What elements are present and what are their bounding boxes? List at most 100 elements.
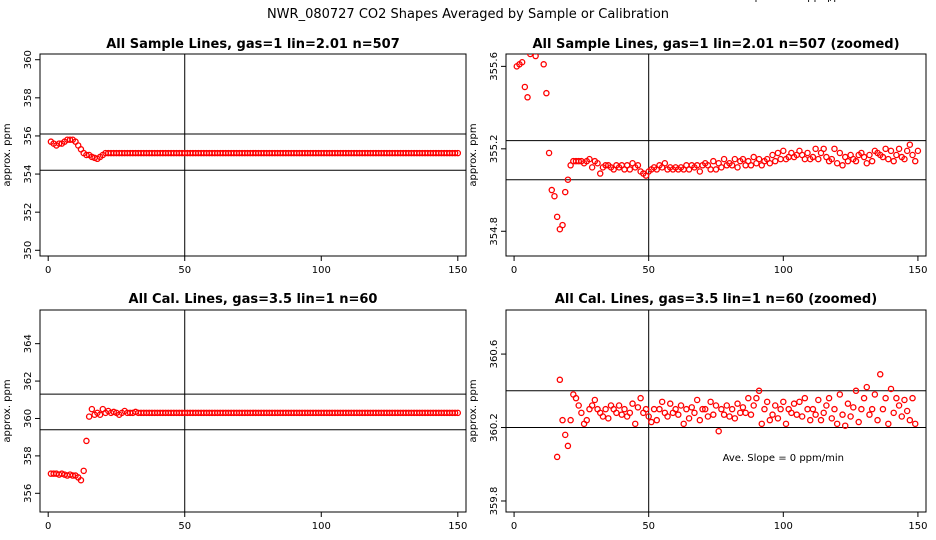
chart-panel-4: All Cal. Lines, gas=3.5 lin=1 n=60 (zoom…	[468, 292, 927, 532]
data-point	[895, 402, 903, 409]
data-point	[578, 409, 585, 417]
data-point	[747, 411, 755, 418]
data-point	[645, 413, 652, 420]
data-point	[868, 157, 876, 165]
data-point	[906, 416, 914, 424]
plot-frame	[39, 53, 467, 257]
data-point	[887, 147, 895, 155]
data-point	[688, 404, 696, 411]
data-point	[777, 405, 784, 413]
data-point	[796, 398, 803, 406]
chart-annotation: Ave. Std. Dev. = 0.78 ppm	[717, 0, 849, 3]
data-point	[820, 409, 827, 417]
data-point	[548, 186, 556, 194]
y-tick-label: 360	[23, 50, 34, 69]
data-point	[599, 413, 607, 420]
data-point	[882, 145, 889, 153]
data-point	[903, 407, 911, 415]
data-point	[879, 405, 887, 413]
y-axis-label: approx. ppm	[468, 379, 479, 442]
data-point	[739, 404, 747, 411]
data-point	[839, 411, 846, 418]
data-point	[844, 400, 852, 407]
data-point	[839, 162, 846, 169]
data-point	[855, 418, 862, 426]
data-point	[675, 411, 682, 418]
data-point	[551, 192, 558, 200]
data-point	[699, 405, 706, 413]
data-point	[696, 416, 704, 424]
data-point	[602, 162, 609, 169]
data-point	[88, 405, 96, 413]
data-point	[728, 405, 736, 413]
data-point	[885, 420, 892, 428]
data-point	[693, 396, 701, 404]
data-point	[666, 400, 674, 407]
data-point	[887, 385, 895, 393]
data-point	[532, 54, 539, 60]
data-point	[518, 58, 526, 66]
data-point	[728, 162, 736, 169]
data-point	[715, 427, 722, 435]
data-point	[736, 409, 744, 417]
data-point	[766, 159, 774, 167]
data-point	[704, 413, 712, 420]
data-point	[637, 394, 644, 402]
data-point	[823, 402, 830, 409]
data-point	[858, 405, 865, 413]
x-tick-label: 0	[511, 265, 517, 276]
data-point	[605, 415, 612, 422]
data-point	[634, 162, 642, 169]
data-point	[782, 420, 790, 428]
data-points	[513, 54, 922, 233]
data-point	[777, 155, 784, 163]
chart-panels: All Sample Lines, gas=1 lin=2.01 n=507 0 5…	[2, 0, 927, 532]
y-axis-label: approx. ppm	[468, 123, 479, 186]
data-point	[801, 394, 809, 402]
data-point	[83, 437, 90, 445]
data-point	[540, 61, 547, 68]
data-point	[893, 151, 900, 159]
data-point	[755, 387, 763, 395]
chart-panel-1: All Sample Lines, gas=1 lin=2.01 n=507 0 5…	[2, 37, 467, 276]
data-point	[809, 405, 817, 413]
data-points	[47, 136, 462, 163]
data-point	[731, 415, 739, 422]
data-point	[876, 371, 884, 378]
data-point	[841, 422, 849, 429]
data-point	[707, 166, 714, 173]
data-point	[798, 413, 806, 420]
plot-frame	[505, 53, 927, 257]
data-point	[850, 404, 857, 411]
data-point	[866, 411, 873, 418]
data-point	[69, 472, 77, 479]
data-point	[836, 149, 844, 157]
data-point	[801, 155, 809, 163]
data-point	[602, 405, 609, 413]
data-point	[766, 416, 774, 424]
y-axis-label: approx. ppm	[2, 379, 13, 442]
data-point	[825, 394, 833, 402]
y-tick-label: 355.2	[489, 134, 500, 163]
data-point	[879, 153, 887, 161]
data-point	[893, 394, 900, 402]
y-tick-label: 362	[23, 372, 34, 391]
data-point	[664, 413, 671, 420]
data-point	[575, 157, 582, 165]
data-point	[720, 155, 728, 163]
data-point	[712, 402, 720, 409]
data-point	[629, 400, 636, 407]
data-point	[454, 409, 462, 417]
x-tick-label: 100	[312, 265, 331, 276]
data-point	[868, 405, 876, 413]
data-point	[661, 159, 669, 167]
data-point	[658, 398, 666, 406]
data-point	[710, 411, 717, 418]
data-point	[812, 145, 819, 153]
data-point	[588, 402, 596, 409]
x-tick-label: 50	[642, 521, 655, 532]
data-point	[763, 398, 771, 406]
data-point	[860, 394, 868, 402]
data-point	[572, 394, 580, 402]
